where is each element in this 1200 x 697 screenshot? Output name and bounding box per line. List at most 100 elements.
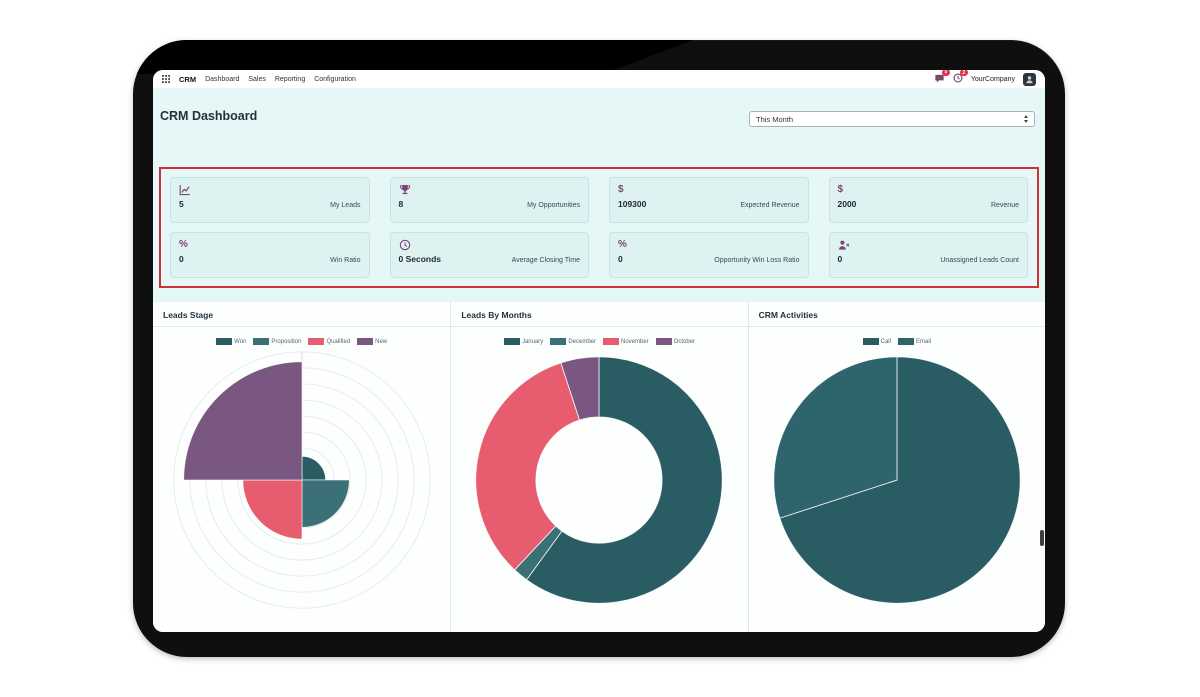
legend-label: November	[621, 338, 649, 345]
legend-swatch	[655, 338, 672, 345]
legend-item-new[interactable]: New	[357, 338, 387, 345]
legend-label: Email	[915, 338, 931, 345]
legend-label: December	[568, 338, 596, 345]
kpi-value: 0	[618, 254, 623, 264]
period-select-value: This Month	[756, 114, 794, 124]
polar-slice-won[interactable]	[301, 455, 326, 481]
kpi-label: Unassigned Leads Count	[940, 257, 1019, 264]
kpi-label: Opportunity Win Loss Ratio	[714, 257, 800, 264]
kpi-card-my-leads[interactable]: 5 My Leads	[170, 177, 370, 223]
messages-badge: 5	[941, 70, 950, 76]
screen: CRM Dashboard Sales Reporting Configurat…	[153, 70, 1045, 632]
legend-item-january[interactable]: January	[503, 338, 544, 345]
messages-button[interactable]: 5	[934, 70, 950, 86]
legend-label: January	[521, 338, 544, 345]
kpi-value: 5	[179, 199, 184, 209]
chart-card-leads-by-months: Leads By Months January December November Oc…	[450, 302, 748, 632]
chart-title: CRM Activities	[748, 302, 1045, 327]
kpi-highlight-border: 5 My Leads 8 My Opportunities $109300 Expecte…	[159, 167, 1039, 288]
kpi-card-my-opportunities[interactable]: 8 My Opportunities	[389, 177, 589, 223]
chart-legend: Call Email	[749, 338, 1045, 345]
legend-swatch	[550, 338, 567, 345]
legend-label: New	[375, 338, 388, 345]
navbar-right: 5 2 YourCompany	[934, 70, 1036, 86]
chart-legend: January December November October	[451, 338, 747, 345]
kpi-card-unassigned-leads-count[interactable]: 0 Unassigned Leads Count	[828, 232, 1028, 278]
percent-icon: %	[618, 239, 627, 250]
legend-swatch	[357, 338, 374, 345]
kpi-label: My Leads	[330, 202, 361, 209]
legend-item-october[interactable]: October	[655, 338, 696, 345]
period-select[interactable]: This Month	[749, 111, 1035, 127]
page-header: CRM Dashboard This Month	[153, 89, 1045, 127]
kpi-card-average-closing-time[interactable]: 0 Seconds Average Closing Time	[389, 232, 589, 278]
activities-badge: 2	[959, 70, 968, 76]
crm-activities-chart[interactable]	[759, 349, 1035, 617]
chart-card-crm-activities: CRM Activities Call Email	[747, 302, 1045, 632]
device-frame: CRM Dashboard Sales Reporting Configurat…	[133, 40, 1065, 657]
legend-item-qualified[interactable]: Qualified	[308, 338, 350, 345]
page-title: CRM Dashboard	[160, 109, 258, 123]
user-x-icon	[838, 238, 1020, 251]
line-chart-icon	[179, 183, 361, 196]
legend-label: Won	[234, 338, 247, 345]
polar-slice-qualified[interactable]	[242, 479, 303, 540]
kpi-label: My Opportunities	[527, 202, 580, 209]
legend-item-november[interactable]: November	[603, 338, 649, 345]
pie-slice-email[interactable]	[773, 356, 898, 519]
app-name[interactable]: CRM	[179, 74, 197, 84]
scrollbar-thumb[interactable]	[1040, 530, 1044, 546]
kpi-card-opportunity-win-loss-ratio[interactable]: % 0 Opportunity Win Loss Ratio	[609, 232, 809, 278]
polar-slice-proposition[interactable]	[301, 479, 350, 528]
charts-section: Leads Stage Won Proposition Qualified New Lea…	[153, 301, 1045, 632]
company-name[interactable]: YourCompany	[970, 75, 1015, 83]
nav-item-reporting[interactable]: Reporting	[274, 75, 306, 83]
nav-item-sales[interactable]: Sales	[248, 75, 266, 83]
chat-bubble-icon	[934, 73, 945, 86]
pie-slice-january[interactable]	[526, 356, 724, 604]
legend-swatch	[253, 338, 270, 345]
kpi-label: Average Closing Time	[511, 257, 580, 264]
legend-item-proposition[interactable]: Proposition	[253, 338, 301, 345]
leads-stage-chart[interactable]	[164, 349, 440, 617]
legend-swatch	[862, 338, 879, 345]
chart-legend: Won Proposition Qualified New	[153, 338, 450, 345]
legend-item-email[interactable]: Email	[897, 338, 931, 345]
polar-slice-new[interactable]	[182, 361, 303, 481]
legend-swatch	[308, 338, 325, 345]
legend-label: Proposition	[271, 338, 302, 345]
activities-button[interactable]: 2	[953, 70, 968, 85]
kpi-value: 109300	[618, 199, 647, 209]
kpi-card-expected-revenue[interactable]: $109300 Expected Revenue	[609, 177, 809, 223]
clock-icon	[399, 238, 581, 251]
nav-item-configuration[interactable]: Configuration	[314, 75, 356, 83]
kpi-value: 8	[398, 199, 404, 209]
legend-label: Call	[880, 338, 891, 345]
legend-item-december[interactable]: December	[550, 338, 596, 345]
kpi-card-win-ratio[interactable]: % 0 Win Ratio	[170, 232, 370, 278]
user-icon	[1026, 75, 1033, 83]
legend-label: October	[673, 338, 696, 345]
dollar-icon: $	[837, 184, 844, 195]
device-glare	[133, 40, 693, 74]
select-arrows-icon	[1024, 115, 1028, 123]
legend-swatch	[897, 338, 914, 345]
clock-icon	[953, 73, 963, 85]
top-navbar: CRM Dashboard Sales Reporting Configurat…	[153, 70, 1045, 89]
kpi-card-revenue[interactable]: $2000 Revenue	[828, 177, 1028, 223]
user-avatar[interactable]	[1023, 72, 1036, 86]
legend-item-won[interactable]: Won	[216, 338, 246, 345]
leads-by-months-chart[interactable]	[461, 349, 737, 617]
kpi-value: 0	[179, 254, 184, 264]
kpi-label: Win Ratio	[330, 257, 361, 264]
legend-swatch	[216, 338, 233, 345]
pie-slice-october[interactable]	[560, 356, 600, 421]
chart-title: Leads By Months	[451, 302, 748, 327]
pie-slice-november[interactable]	[475, 362, 581, 571]
kpi-value: 0 Seconds	[398, 254, 442, 264]
apps-menu-icon[interactable]	[162, 75, 170, 83]
trophy-icon	[399, 183, 581, 196]
nav-item-dashboard[interactable]: Dashboard	[205, 75, 240, 83]
legend-item-call[interactable]: Call	[862, 338, 891, 345]
pie-slice-call[interactable]	[779, 356, 1021, 604]
